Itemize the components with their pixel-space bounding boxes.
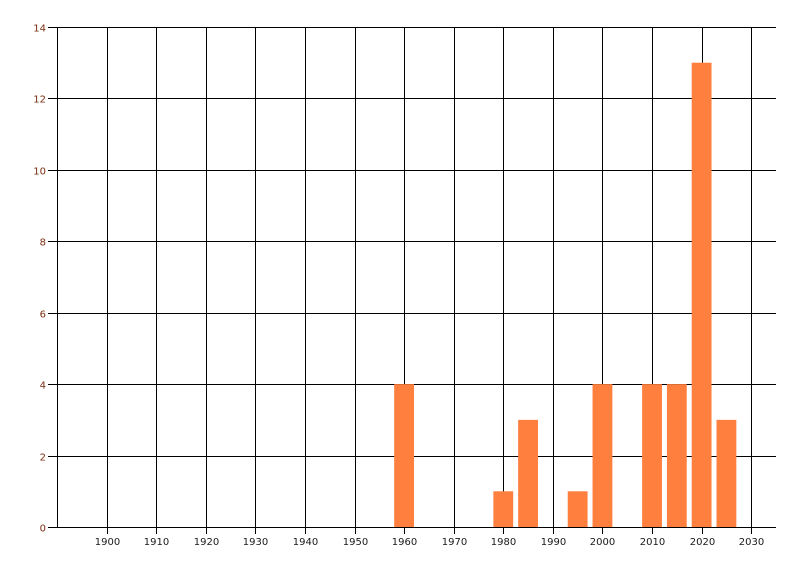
x-tick-label: 2010 bbox=[640, 537, 665, 548]
y-tick-label: 8 bbox=[40, 238, 46, 249]
x-tick-label: 1960 bbox=[392, 537, 417, 548]
y-tick-label: 2 bbox=[40, 453, 46, 464]
x-tick-label: 1990 bbox=[541, 537, 566, 548]
x-tick-label: 1910 bbox=[144, 537, 169, 548]
y-tick-label: 14 bbox=[33, 24, 46, 35]
y-tick-label: 12 bbox=[33, 95, 46, 106]
bar bbox=[567, 491, 588, 527]
x-tick-label: 1900 bbox=[95, 537, 120, 548]
x-tick-label: 2000 bbox=[590, 537, 615, 548]
x-tick-label: 2030 bbox=[739, 537, 764, 548]
y-tick-label: 4 bbox=[40, 381, 46, 392]
x-tick-label: 1970 bbox=[442, 537, 467, 548]
x-tick-label: 1920 bbox=[194, 537, 219, 548]
bar bbox=[691, 62, 712, 527]
y-tick-label: 0 bbox=[40, 524, 46, 535]
bar bbox=[642, 384, 662, 527]
x-tick-label: 1950 bbox=[343, 537, 368, 548]
x-tick-label: 1940 bbox=[293, 537, 318, 548]
bar bbox=[716, 419, 737, 527]
x-tick-label: 1980 bbox=[491, 537, 516, 548]
bar bbox=[518, 419, 538, 527]
bar bbox=[592, 384, 613, 527]
y-tick-label: 10 bbox=[33, 167, 46, 178]
x-tick-label: 2020 bbox=[690, 537, 715, 548]
y-tick-label: 6 bbox=[40, 310, 46, 321]
bar bbox=[394, 384, 415, 527]
bar bbox=[493, 491, 514, 527]
bar bbox=[666, 384, 687, 527]
x-tick-label: 1930 bbox=[243, 537, 268, 548]
